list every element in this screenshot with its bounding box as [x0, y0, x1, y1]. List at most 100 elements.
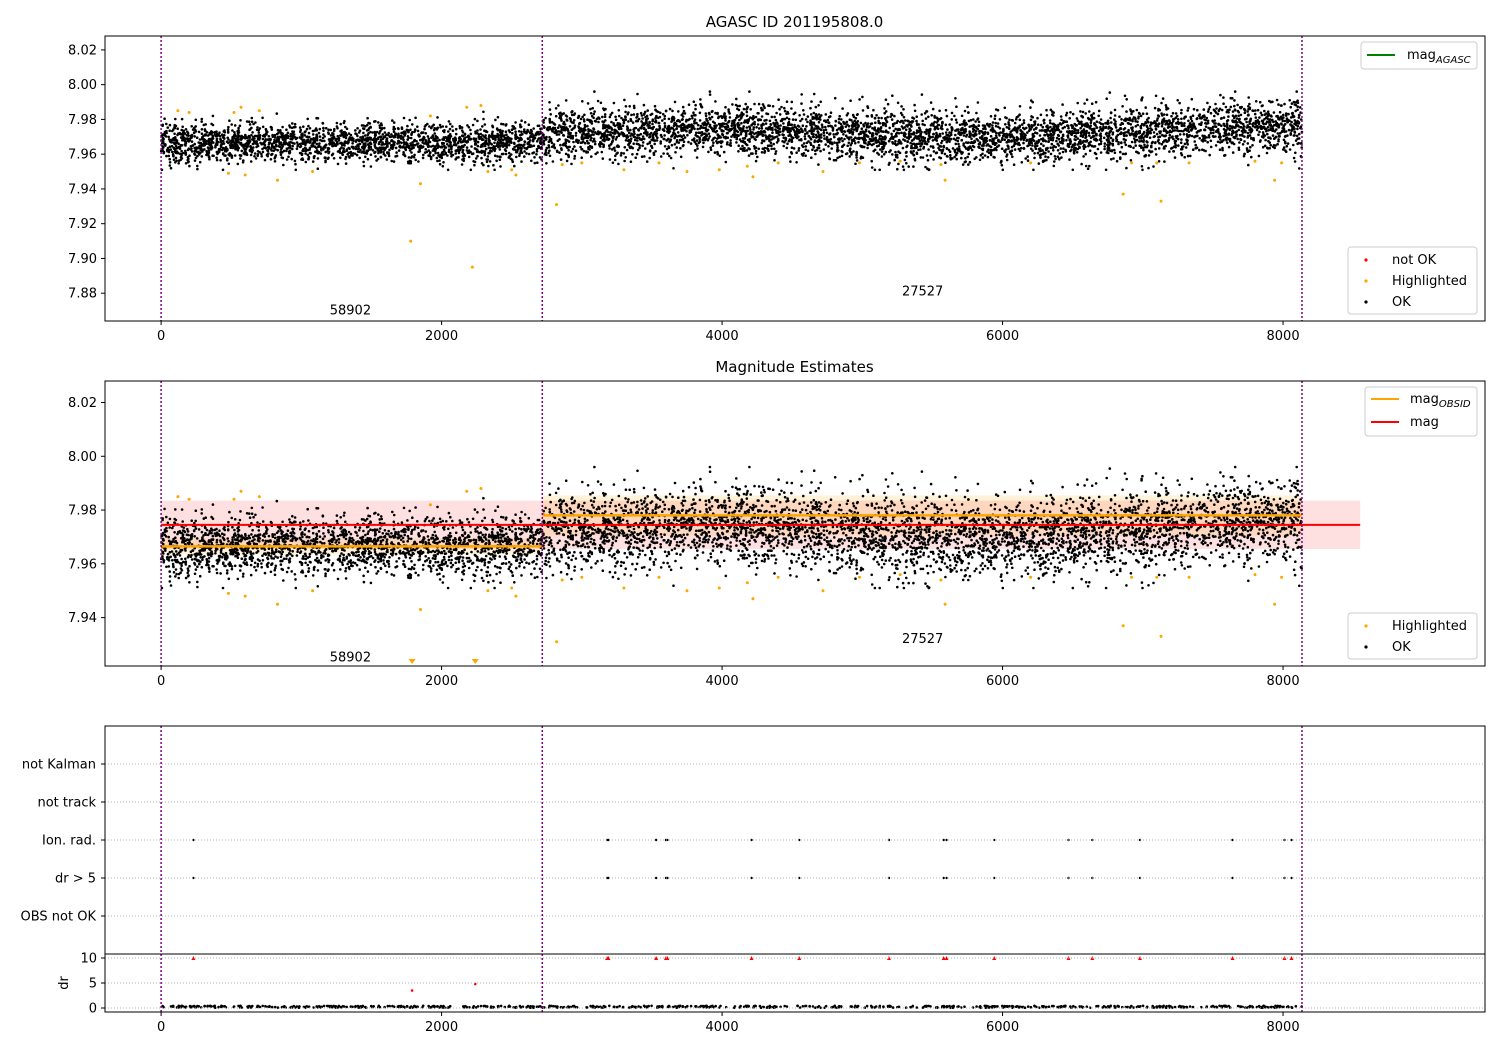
p1-ok-point-4837 — [730, 124, 733, 127]
p1-ok-point-916 — [291, 122, 294, 125]
p1-ok-point-1984 — [291, 147, 294, 151]
p1-ok-point-1249 — [422, 153, 425, 157]
p1-ok-point-1257 — [433, 137, 436, 141]
p1-ok-point-1949 — [493, 168, 496, 172]
p1-ok-point-2108 — [193, 142, 196, 146]
p1-ok-point-1804 — [172, 136, 175, 140]
p1-ok-point-3777 — [921, 123, 924, 126]
p1-ok-point-3181 — [1186, 154, 1190, 158]
p1-ok-point-3174 — [789, 160, 792, 163]
p1-ok-point-4976 — [611, 135, 614, 139]
p1-ok-point-3618 — [558, 151, 561, 154]
p1-ok-point-2005 — [469, 137, 473, 141]
p1-ok-point-4478 — [809, 106, 812, 110]
p1-ok-point-1943 — [371, 149, 375, 152]
p1-ok-point-176 — [349, 133, 353, 137]
p1-ok-point-4757 — [819, 100, 822, 104]
p1-ok-point-4253 — [704, 112, 708, 115]
p1-ok-point-4394 — [809, 123, 812, 127]
p1-ok-point-4011 — [886, 102, 890, 106]
p1-ok-point-1725 — [276, 138, 279, 142]
p1-ok-point-4793 — [904, 128, 908, 132]
p1-ok-point-2729 — [861, 95, 864, 99]
p1-ok-point-3194 — [583, 113, 586, 117]
p1-ok-point-805 — [243, 153, 247, 156]
p1-ok-point-2 — [481, 134, 485, 137]
p1-ok-point-4987 — [814, 105, 818, 109]
p1-ok-point-1707 — [445, 125, 448, 128]
p1-ok-point-4180 — [713, 136, 716, 140]
p1-ok-point-3081 — [1008, 118, 1011, 121]
p1-ok-point-4485 — [939, 117, 943, 120]
p1-ok-point-1218 — [356, 127, 359, 130]
p1-ok-point-4284 — [1233, 108, 1237, 111]
p1-ok-point-4758 — [1116, 133, 1120, 137]
p1-ok-point-2447 — [1278, 110, 1282, 114]
p1-ok-point-385 — [498, 148, 502, 151]
p1-ok-point-4804 — [720, 145, 723, 148]
p1-ok-point-4935 — [745, 108, 748, 111]
p1-ok-point-4920 — [1029, 106, 1032, 109]
p1-ok-point-512 — [344, 136, 348, 140]
p1-ok-point-2692 — [1297, 116, 1301, 119]
p1-ok-point-174 — [323, 139, 326, 143]
p1-ok-point-4887 — [673, 136, 676, 140]
p1-ok-point-2470 — [1215, 107, 1218, 110]
p1-ok-point-1382 — [226, 136, 229, 140]
p1-ok-point-2388 — [1000, 147, 1004, 150]
p1-ok-point-1970 — [496, 135, 500, 138]
p1-ok-point-4865 — [1163, 160, 1166, 163]
p1-ok-point-1910 — [508, 130, 512, 134]
p1-ok-point-1360 — [315, 138, 319, 142]
p1-ok-point-4655 — [972, 118, 975, 121]
p1-ok-point-4079 — [1052, 164, 1056, 168]
p1-ok-point-2574 — [631, 153, 634, 156]
p1-ok-point-3201 — [773, 159, 776, 162]
p1-ok-point-4397 — [1260, 104, 1264, 108]
p1-ok-point-942 — [428, 152, 432, 155]
p1-ok-point-3825 — [940, 139, 944, 143]
p1-ok-point-4952 — [1292, 115, 1296, 118]
p1-ok-point-2951 — [745, 110, 749, 114]
p1-ok-point-4926 — [1186, 109, 1189, 112]
p1-ok-point-4836 — [932, 150, 936, 153]
p1-ok-point-4105 — [686, 133, 689, 137]
p1-ok-point-2756 — [802, 113, 806, 116]
p1-ok-point-3629 — [1113, 151, 1117, 155]
p1-ok-point-735 — [256, 126, 259, 129]
p1-ok-point-3504 — [843, 130, 847, 133]
p1-ok-point-480 — [499, 144, 503, 147]
p1-ok-point-3684 — [834, 158, 838, 162]
p1-ok-point-1559 — [165, 131, 168, 135]
p1-ok-point-3206 — [1168, 133, 1172, 137]
p1-ok-point-4077 — [1274, 144, 1277, 147]
p1-ok-point-4411 — [912, 138, 915, 141]
p1-ok-point-804 — [482, 110, 485, 114]
p1-ok-point-2468 — [760, 151, 764, 154]
p1-ok-point-4000 — [582, 149, 586, 153]
p1-ok-point-1757 — [203, 148, 206, 151]
p1-ok-point-2001 — [205, 139, 208, 143]
p1-ok-point-2117 — [246, 144, 250, 147]
p1-ok-point-2364 — [1288, 148, 1292, 151]
p1-ok-point-2251 — [1099, 118, 1103, 121]
p1-ok-point-1535 — [455, 156, 459, 159]
p1-ok-point-2040 — [175, 159, 178, 163]
p1-ok-point-2102 — [348, 136, 352, 140]
p1-ok-point-3879 — [661, 112, 665, 116]
p1-ok-point-1827 — [390, 159, 394, 163]
p1-ok-point-1098 — [467, 126, 471, 129]
p1-ok-point-2103 — [326, 146, 330, 150]
p1-ok-point-2536 — [843, 137, 846, 141]
p1-ok-point-4544 — [946, 155, 949, 158]
p1-ok-point-1428 — [327, 128, 330, 131]
p1-ok-point-1935 — [184, 140, 187, 143]
p1-ok-point-2053 — [499, 155, 502, 159]
p1-ok-point-1594 — [440, 145, 444, 149]
p1-ok-point-4613 — [698, 119, 702, 122]
p1-ok-point-1870 — [478, 150, 481, 154]
p1-ok-point-702 — [347, 132, 351, 135]
p1-ok-point-1277 — [415, 140, 418, 143]
p1-ok-point-3635 — [872, 108, 875, 112]
p1-ok-point-1703 — [373, 141, 376, 144]
